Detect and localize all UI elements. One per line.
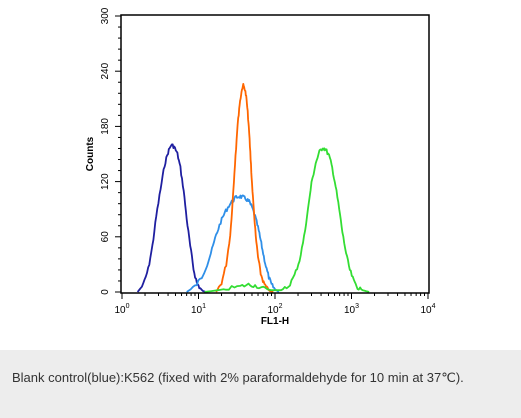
x-tick-label: 103 (344, 303, 359, 316)
y-tick-label: 60 (100, 231, 111, 243)
histogram-series-3 (215, 83, 274, 293)
y-tick-label: 240 (100, 62, 111, 79)
histogram-series-2 (186, 194, 280, 293)
histogram-series-1 (136, 143, 207, 293)
x-tick-label: 102 (267, 303, 282, 316)
y-tick-label: 120 (100, 173, 111, 190)
flow-cytometry-histogram: 0 60 120 180 240 300 100 101 102 103 104 Counts FL… (85, 7, 436, 327)
x-tick-label: 104 (420, 303, 435, 316)
caption-panel: Blank control(blue):K562 (fixed with 2% … (0, 350, 521, 418)
y-tick-label: 300 (100, 7, 111, 24)
figure-caption: Blank control(blue):K562 (fixed with 2% … (12, 370, 464, 385)
y-tick-label: 180 (100, 118, 111, 135)
x-tick-label: 101 (191, 303, 206, 316)
y-axis-title: Counts (85, 136, 96, 171)
x-tick-label: 100 (114, 303, 129, 316)
x-axis-title: FL1-H (261, 316, 289, 327)
y-tick-label: 0 (100, 289, 111, 295)
histogram-series-4 (204, 147, 370, 293)
histogram-figure: 0 60 120 180 240 300 100 101 102 103 104 Counts FL… (85, 7, 436, 327)
